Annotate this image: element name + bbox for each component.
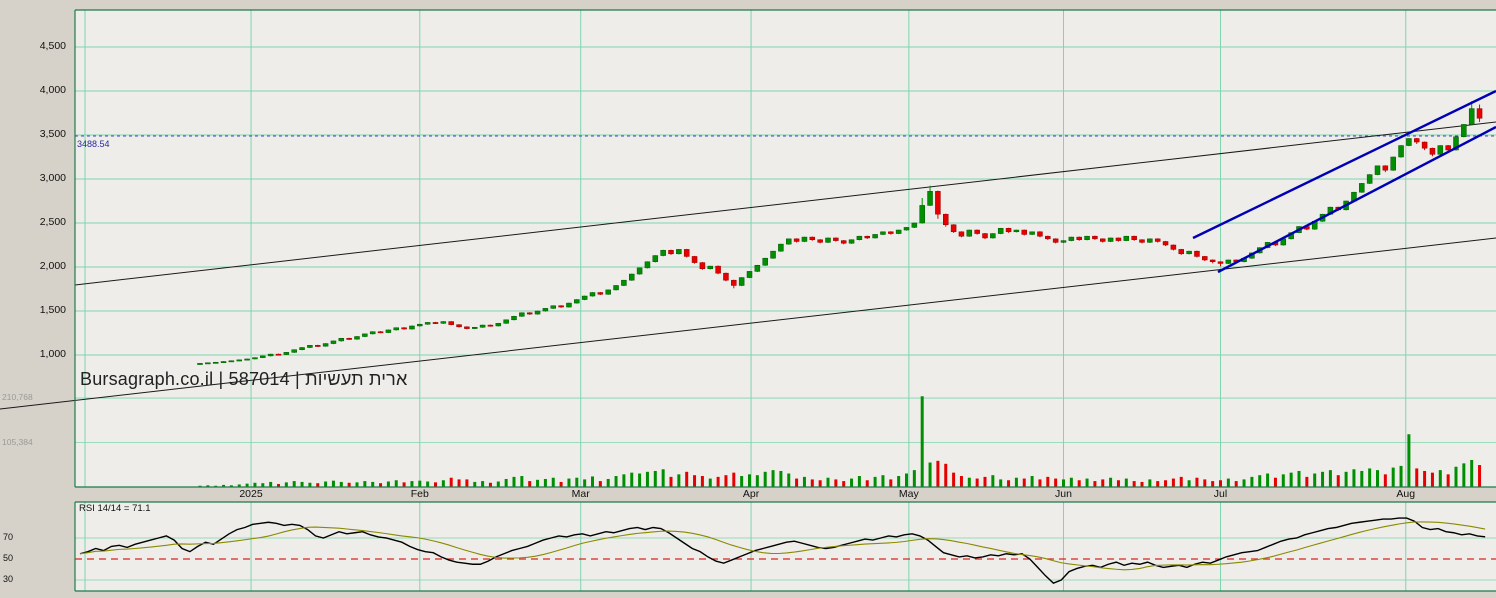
month-label: Jun [1055, 488, 1072, 500]
rsi-tick-label: 50 [3, 553, 14, 563]
price-tick-label: 2,000 [39, 260, 66, 272]
rsi-tick-label: 70 [3, 532, 14, 542]
month-label: Aug [1396, 488, 1416, 500]
last-price-label: 3488.54 [77, 139, 110, 149]
month-label: Mar [571, 488, 590, 500]
price-tick-label: 4,000 [39, 84, 66, 96]
rsi-indicator-label: RSI 14/14 = 71.1 [79, 503, 151, 514]
volume-tick-label: 210,768 [2, 392, 33, 403]
chart-watermark-title: Bursagraph.co.il | 587014 | ארית תעשיות [80, 369, 408, 389]
month-label: Jul [1213, 488, 1228, 500]
price-tick-label: 1,500 [39, 304, 66, 316]
price-tick-label: 3,000 [39, 172, 66, 184]
month-label: Apr [742, 488, 760, 500]
price-tick-label: 3,500 [39, 128, 66, 140]
month-label: 2025 [239, 488, 263, 500]
volume-tick-label: 105,384 [2, 436, 33, 447]
month-label: May [898, 488, 919, 500]
month-label: Feb [410, 488, 429, 500]
rsi-tick-label: 30 [3, 574, 14, 584]
price-tick-label: 1,000 [39, 348, 66, 360]
price-tick-label: 4,500 [39, 40, 66, 52]
price-tick-label: 2,500 [39, 216, 66, 228]
